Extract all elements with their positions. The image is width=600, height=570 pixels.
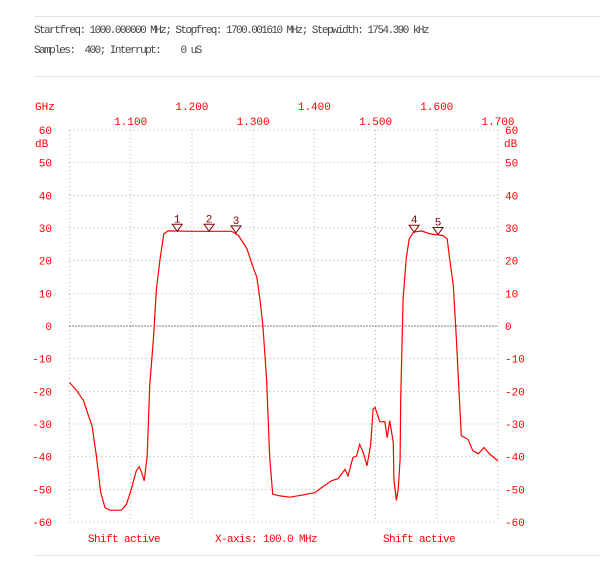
bottom-divider: [34, 555, 600, 556]
y-tick-label-right: 20: [505, 257, 518, 269]
x-tick-label-lower: 1.500: [359, 117, 392, 129]
y-tick-label-right: -10: [505, 355, 525, 367]
marker-triangle: [230, 225, 242, 234]
y-tick-label-right: -30: [505, 420, 525, 432]
y-tick-label-left: 0: [45, 322, 52, 334]
y-tick-label-left: -30: [32, 420, 52, 432]
marker-label: 4: [411, 215, 418, 227]
x-tick-label-upper: 1.200: [175, 102, 208, 114]
x-tick-label-lower: 1.300: [237, 117, 270, 129]
y-tick-label-right: -20: [505, 387, 525, 399]
grid: [69, 129, 499, 523]
y-tick-label-right: 0: [505, 322, 512, 334]
y-tick-label-left: -50: [32, 485, 52, 497]
y-tick-label-right: 30: [505, 224, 518, 236]
axis-labels: 60 60 50 50 40 40 30 30 20 20 10 10 0 0 -10 -10 -20 -20 -3…: [32, 102, 525, 530]
sweep-settings: Startfreq: 1000.000000 MHz; Stopfreq: 17…: [34, 25, 430, 37]
x-tick-label-lower: 1.100: [114, 117, 147, 129]
middle-divider: [34, 76, 600, 77]
y-tick-label-left: 60: [39, 126, 52, 138]
y-tick-label-left: -40: [32, 453, 52, 465]
marker-label: 2: [206, 214, 213, 226]
sample-settings: Samples: 400; Interrupt: 0 uS: [34, 45, 202, 57]
footer-left: Shift active: [88, 534, 160, 546]
y-tick-label-left: 40: [39, 191, 52, 203]
marker-label: 5: [435, 218, 442, 230]
marker-triangle: [203, 223, 216, 233]
y-unit-label-right: dB: [504, 139, 518, 151]
y-tick-label-left: 10: [39, 289, 52, 301]
y-tick-label-right: -40: [505, 453, 525, 465]
y-tick-label-left: 50: [39, 159, 52, 171]
marker-label: 3: [233, 216, 240, 228]
marker-triangle: [408, 224, 421, 234]
y-tick-label-right: 50: [505, 159, 518, 171]
marker-triangle: [432, 227, 444, 236]
y-tick-label-right: 40: [505, 191, 518, 203]
marker-triangle: [171, 223, 184, 233]
y-tick-label-left: -60: [32, 518, 52, 530]
x-tick-label-upper: 1.600: [420, 102, 453, 114]
marker-label: 1: [174, 214, 181, 226]
x-tick-label-upper: 1.400: [298, 102, 331, 114]
footer-right: Shift active: [383, 534, 455, 546]
markers: 1 2 3 4 5: [171, 214, 444, 236]
y-tick-label-right: -50: [505, 485, 525, 497]
y-tick-label-left: 30: [39, 224, 52, 236]
y-tick-label-left: -20: [32, 387, 52, 399]
trace-line: [69, 230, 499, 511]
y-tick-label-right: -60: [505, 518, 525, 530]
y-tick-label-right: 10: [505, 289, 518, 301]
x-unit-label: GHz: [35, 102, 55, 114]
y-tick-label-right: 60: [505, 126, 518, 138]
x-tick-label-lower: 1.700: [481, 117, 514, 129]
y-tick-label-left: 20: [39, 257, 52, 269]
top-divider: [34, 16, 600, 17]
y-unit-label-left: dB: [35, 139, 49, 151]
y-tick-label-left: -10: [32, 355, 52, 367]
footer-center: X-axis: 100.0 MHz: [215, 534, 317, 546]
